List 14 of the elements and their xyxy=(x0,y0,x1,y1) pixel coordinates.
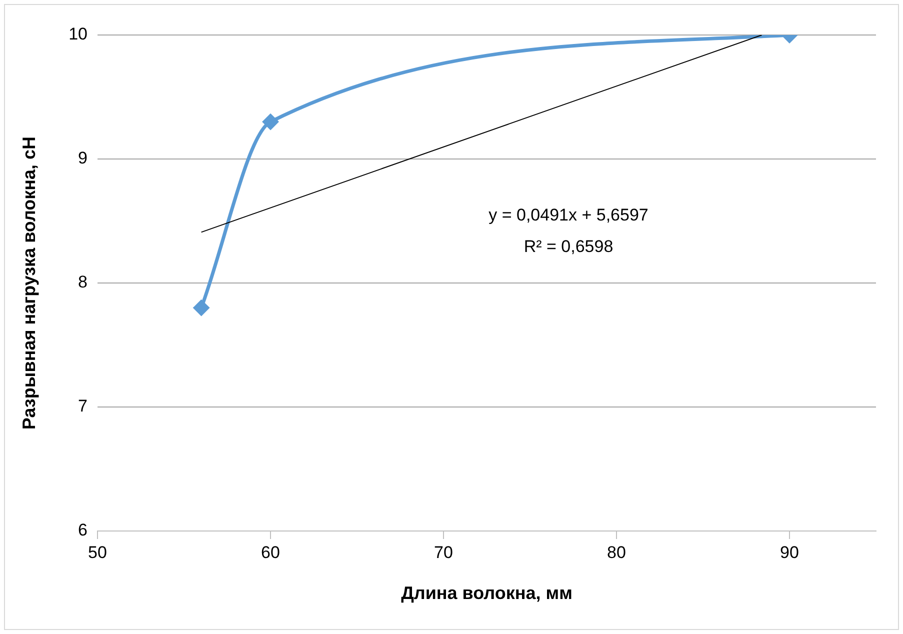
y-tick-label: 10 xyxy=(68,24,88,44)
x-tick-label: 70 xyxy=(434,542,453,562)
y-tick-label: 6 xyxy=(78,520,88,540)
x-axis-title: Длина волокна, мм xyxy=(401,583,572,604)
annotation: R² = 0,6598 xyxy=(524,236,614,256)
x-tick-label: 80 xyxy=(607,542,626,562)
x-tick-label: 60 xyxy=(261,542,280,562)
y-tick-label: 7 xyxy=(78,396,88,416)
y-axis-title: Разрывная нагрузка волокна, сН xyxy=(18,136,39,430)
y-tick-label: 9 xyxy=(78,148,88,168)
x-tick-label: 50 xyxy=(88,542,107,562)
x-tick-label: 90 xyxy=(780,542,799,562)
y-tick-label: 8 xyxy=(78,272,88,292)
annotation: y = 0,0491x + 5,6597 xyxy=(488,206,648,225)
